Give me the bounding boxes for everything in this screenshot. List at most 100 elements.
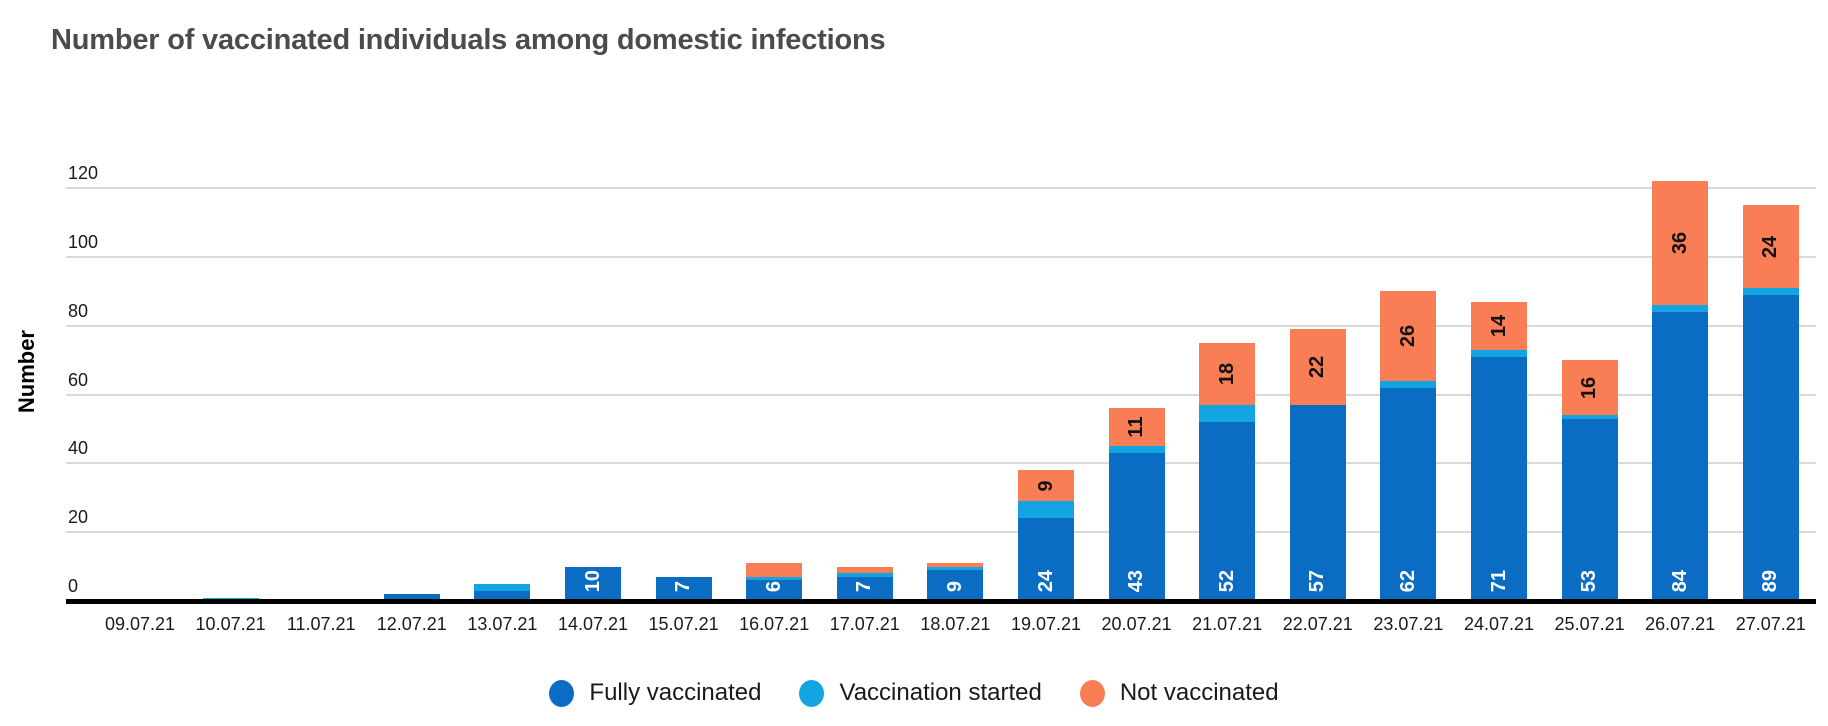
x-axis-date-label: 20.07.21	[1101, 614, 1172, 634]
gridline	[66, 531, 1816, 534]
bar-segment-not-vaccinated[interactable]	[1561, 360, 1618, 416]
y-axis-tick-label: 120	[68, 163, 99, 183]
bar-segment-fully-vaccinated[interactable]	[1652, 311, 1709, 601]
legend-item-label: Vaccination started	[839, 679, 1042, 706]
bar-segment-fully-vaccinated[interactable]	[1289, 404, 1346, 601]
bar-segment-not-vaccinated[interactable]	[1108, 408, 1165, 447]
bar-segment-vaccination-started[interactable]	[746, 576, 803, 581]
bar-segment-fully-vaccinated[interactable]	[746, 580, 803, 601]
x-axis-date-label: 12.07.21	[376, 614, 447, 634]
x-axis-date-label: 09.07.21	[104, 614, 176, 634]
x-axis-date-label: 16.07.21	[739, 614, 810, 634]
y-axis-tick-label: 80	[68, 300, 89, 321]
bar-segment-fully-vaccinated[interactable]	[1108, 453, 1165, 601]
x-axis-date-label: 18.07.21	[920, 614, 991, 634]
chart-title: Number of vaccinated individuals among d…	[51, 24, 886, 56]
x-axis-date-label: 15.07.21	[648, 614, 719, 634]
legend-item-fully-vaccinated[interactable]: Fully vaccinated	[549, 679, 761, 707]
bar-value-label-fully-vaccinated: 9	[943, 580, 966, 592]
bar-segment-vaccination-started[interactable]	[1742, 287, 1799, 295]
bar-segment-fully-vaccinated[interactable]	[1471, 356, 1527, 601]
y-axis-tick-label: 100	[68, 231, 99, 252]
x-axis-date-label: 10.07.21	[195, 614, 266, 634]
bar-segment-vaccination-started[interactable]	[927, 566, 984, 571]
bar-segment-vaccination-started[interactable]	[1018, 501, 1074, 519]
legend-swatch-icon	[799, 679, 825, 707]
bar-value-label-fully-vaccinated: 7	[853, 580, 876, 592]
bar-value-label-fully-vaccinated: 57	[1306, 569, 1329, 592]
bar-segment-fully-vaccinated[interactable]	[1380, 387, 1437, 601]
legend: Fully vaccinated Vaccination started Not v…	[0, 679, 1828, 707]
bar-value-label-not-vaccinated: 9	[1034, 480, 1057, 492]
bar-segment-vaccination-started[interactable]	[474, 583, 531, 591]
legend-item-label: Not vaccinated	[1119, 679, 1279, 706]
bar-segment-fully-vaccinated[interactable]	[383, 594, 440, 601]
y-axis-tick-label: 0	[68, 576, 79, 596]
bar-segment-vaccination-started[interactable]	[1561, 415, 1618, 419]
bar-segment-vaccination-started[interactable]	[1108, 446, 1165, 453]
bar-segment-not-vaccinated[interactable]	[1742, 205, 1799, 288]
bar-segment-fully-vaccinated[interactable]	[565, 566, 621, 601]
bar-segment-not-vaccinated[interactable]	[1289, 329, 1346, 405]
y-axis-tick-label: 40	[68, 438, 89, 459]
bar-value-label-fully-vaccinated: 10	[581, 569, 604, 592]
bar-value-label-not-vaccinated: 11	[1125, 416, 1148, 438]
bar-segment-not-vaccinated[interactable]	[746, 563, 803, 577]
bar-value-label-fully-vaccinated: 24	[1034, 569, 1057, 592]
x-axis-date-label: 22.07.21	[1282, 614, 1353, 634]
bar-value-label-not-vaccinated: 16	[1578, 376, 1601, 399]
bar-segment-vaccination-started[interactable]	[1380, 380, 1437, 388]
bar-segment-not-vaccinated[interactable]	[927, 563, 984, 567]
legend-swatch-icon	[1079, 679, 1105, 707]
x-axis-date-label: 25.07.21	[1554, 614, 1625, 634]
bar-segment-not-vaccinated[interactable]	[1652, 181, 1709, 305]
x-axis-date-label: 24.07.21	[1463, 614, 1535, 634]
bar-segment-not-vaccinated[interactable]	[1018, 470, 1074, 502]
bar-value-label-not-vaccinated: 18	[1215, 362, 1238, 385]
bar-value-label-fully-vaccinated: 62	[1396, 569, 1419, 592]
bar-value-label-fully-vaccinated: 7	[672, 580, 695, 592]
legend-item-vaccination-started[interactable]: Vaccination started	[799, 679, 1042, 707]
bar-segment-fully-vaccinated[interactable]	[1742, 294, 1799, 601]
bar-segment-vaccination-started[interactable]	[1471, 349, 1527, 357]
bar-value-label-fully-vaccinated: 6	[762, 580, 785, 592]
bar-value-label-fully-vaccinated: 89	[1759, 569, 1782, 592]
bar-segment-fully-vaccinated[interactable]	[1018, 518, 1074, 601]
bar-segment-vaccination-started[interactable]	[1652, 305, 1709, 312]
x-axis-date-label: 21.07.21	[1192, 614, 1263, 634]
x-axis-date-label: 14.07.21	[557, 614, 629, 634]
bar-value-label-not-vaccinated: 14	[1487, 314, 1510, 337]
bar-value-label-not-vaccinated: 24	[1759, 235, 1782, 258]
bar-segment-fully-vaccinated[interactable]	[655, 576, 712, 601]
bar-segment-not-vaccinated[interactable]	[836, 566, 893, 574]
x-axis-date-label: 19.07.21	[1010, 614, 1082, 634]
bar-segment-vaccination-started[interactable]	[836, 573, 893, 577]
bar-value-label-fully-vaccinated: 43	[1125, 569, 1148, 592]
legend-swatch-icon	[549, 679, 575, 707]
x-axis-date-label: 23.07.21	[1373, 614, 1444, 634]
bar-segment-fully-vaccinated[interactable]	[474, 590, 531, 601]
bar-segment-fully-vaccinated[interactable]	[1199, 422, 1256, 601]
x-axis-date-label: 13.07.21	[467, 614, 538, 634]
bar-segment-fully-vaccinated[interactable]	[836, 576, 893, 601]
bar-value-label-not-vaccinated: 36	[1668, 231, 1691, 255]
bar-value-label-fully-vaccinated: 71	[1487, 569, 1510, 592]
x-axis-date-label: 11.07.21	[286, 614, 356, 634]
x-axis-date-label: 17.07.21	[829, 614, 900, 634]
bar-segment-not-vaccinated[interactable]	[1380, 291, 1437, 381]
bar-segment-fully-vaccinated[interactable]	[1561, 418, 1618, 601]
bar-value-label-fully-vaccinated: 84	[1668, 569, 1691, 592]
gridline	[66, 393, 1816, 396]
bar-segment-fully-vaccinated[interactable]	[927, 570, 984, 601]
bar-value-label-not-vaccinated: 22	[1306, 355, 1329, 379]
bar-segment-not-vaccinated[interactable]	[1199, 342, 1256, 405]
bar-value-label-fully-vaccinated: 53	[1578, 569, 1601, 592]
bar-segment-vaccination-started[interactable]	[1199, 404, 1256, 423]
bar-value-label-not-vaccinated: 26	[1396, 324, 1419, 348]
legend-item-label: Fully vaccinated	[589, 679, 762, 706]
bar-value-label-fully-vaccinated: 52	[1215, 569, 1238, 592]
legend-item-not-vaccinated[interactable]: Not vaccinated	[1079, 679, 1279, 707]
x-axis-line	[66, 599, 1816, 604]
bar-segment-not-vaccinated[interactable]	[1471, 301, 1527, 350]
